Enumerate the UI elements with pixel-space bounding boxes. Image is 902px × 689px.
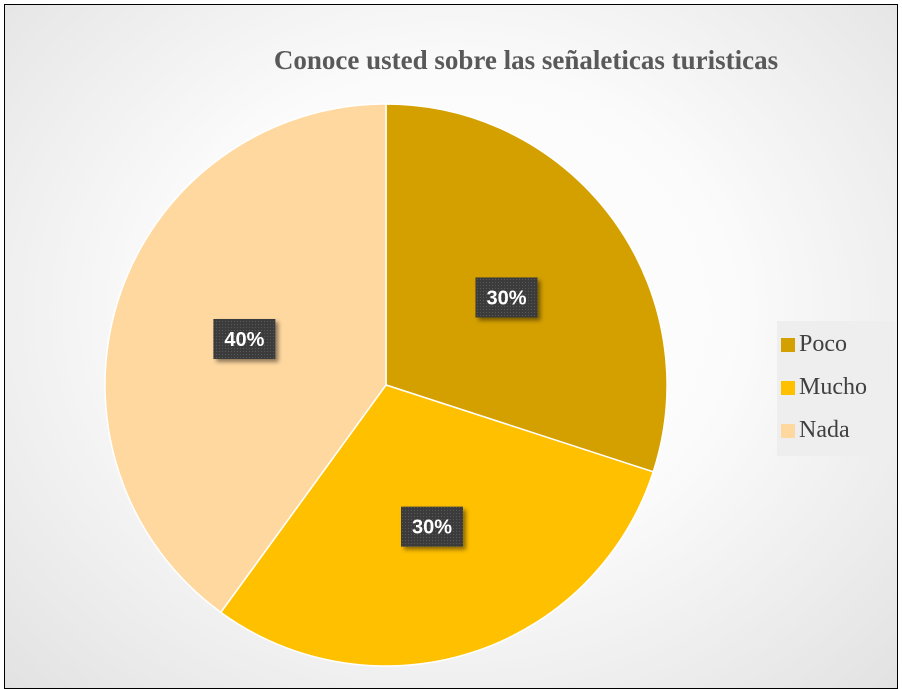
legend-item-mucho: Mucho [781,366,895,409]
pie-chart: 30% 30% 40% [104,103,668,667]
legend-label: Nada [799,417,850,443]
legend-swatch [781,423,795,438]
chart-legend: Poco Mucho Nada [777,321,895,456]
legend-item-nada: Nada [781,409,895,452]
data-label-box [213,318,276,359]
data-label-nada: 40% [213,318,276,359]
data-label-box [475,277,538,318]
legend-swatch [781,337,795,352]
data-label-box [401,506,464,547]
legend-swatch [781,380,795,395]
legend-label: Mucho [799,374,867,400]
data-label-poco: 30% [475,277,538,318]
legend-item-poco: Poco [781,323,895,366]
data-label-text: 30% [486,287,526,309]
chart-title: Conoce usted sobre las señaleticas turis… [273,45,779,75]
legend-label: Poco [799,331,847,357]
chart-frame: Conoce usted sobre las señaleticas turis… [4,4,898,689]
data-label-text: 30% [412,517,452,539]
data-label-text: 40% [224,329,264,351]
data-label-mucho: 30% [401,506,464,547]
